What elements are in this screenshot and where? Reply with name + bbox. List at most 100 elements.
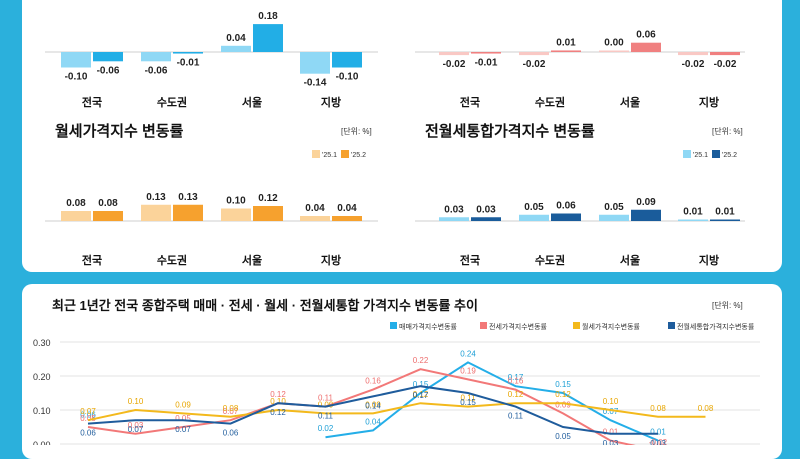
combined-data-label: 0.03 xyxy=(476,204,496,215)
trend-point-label: 0.08 xyxy=(650,404,666,413)
trend-point-label: 0.03 xyxy=(128,421,144,430)
sale-bar-1-1 xyxy=(173,52,203,54)
legend-swatch-wolse xyxy=(573,322,580,329)
sale-bar-3-1 xyxy=(332,52,362,68)
trend-line-series-2 xyxy=(87,402,706,422)
sale-data-label: -0.14 xyxy=(304,78,327,89)
trend-point-label: 0.17 xyxy=(413,391,429,400)
wolse-data-label: 0.04 xyxy=(337,203,357,214)
wolse-legend-prev-swatch xyxy=(312,150,320,158)
sale-bar-3-0 xyxy=(300,52,330,74)
trend-point-label: 0.06 xyxy=(80,429,96,438)
wolse-legend-curr: '25.2 xyxy=(351,152,366,159)
trend-point-label: 0.07 xyxy=(80,407,96,416)
combined-bar-3-1 xyxy=(710,219,740,221)
trend-y-tick: 0.10 xyxy=(33,406,51,416)
jeonse-bar-3-1 xyxy=(710,52,740,56)
wolse-category-label: 전국 xyxy=(82,253,102,267)
combined-category-label: 수도권 xyxy=(535,254,565,267)
sale-bar-1-0 xyxy=(141,52,171,62)
trend-y-tick: 0.20 xyxy=(33,372,51,382)
combined-data-label: 0.01 xyxy=(683,207,703,218)
trend-point-label: 0.11 xyxy=(318,394,334,403)
combined-bar-0-1 xyxy=(471,217,501,221)
jeonse-bar-1-0 xyxy=(519,52,549,56)
wolse-category-label: 서울 xyxy=(242,253,262,267)
wolse-data-label: 0.10 xyxy=(226,196,246,207)
trend-point-label: 0.10 xyxy=(270,397,286,406)
trend-point-label: 0.10 xyxy=(603,397,619,406)
combined-chart-title: 전월세통합가격지수 변동률 xyxy=(425,122,595,140)
sale-bar-2-0 xyxy=(221,45,251,52)
trend-point-label: 0.05 xyxy=(175,414,191,423)
wolse-data-label: 0.04 xyxy=(305,203,325,214)
trend-point-label: 0.09 xyxy=(175,400,191,409)
trend-point-label: 0.24 xyxy=(460,349,476,358)
sale-category-label: 전국 xyxy=(82,95,102,109)
jeonse-data-label: 0.00 xyxy=(604,38,624,49)
wolse-bar-3-1 xyxy=(332,216,362,221)
combined-bar-2-0 xyxy=(599,214,629,221)
jeonse-data-label: 0.06 xyxy=(636,30,656,41)
trend-point-label: -0.02 xyxy=(649,438,668,445)
combined-legend-curr: '25.2 xyxy=(722,152,737,159)
trend-point-label: 0.12 xyxy=(270,390,286,399)
jeonse-category-label: 지방 xyxy=(699,95,719,109)
trend-point-label: 0.06 xyxy=(80,411,96,420)
trend-point-label: 0.06 xyxy=(223,429,239,438)
jeonse-bar-1-1 xyxy=(551,50,581,52)
combined-legend-prev: '25.1 xyxy=(693,152,708,159)
wolse-category-label: 수도권 xyxy=(157,254,187,267)
trend-y-tick: 0.00 xyxy=(33,440,51,445)
trend-point-label: 0.16 xyxy=(365,377,381,386)
jeonse-bar-0-1 xyxy=(471,52,501,54)
wolse-category-label: 지방 xyxy=(321,253,341,267)
trend-point-label: 0.15 xyxy=(413,380,429,389)
wolse-legend-curr-swatch xyxy=(341,150,349,158)
combined-data-label: 0.06 xyxy=(556,201,576,212)
trend-line-series-1 xyxy=(87,368,636,445)
trend-chart-title: 최근 1년간 전국 종합주택 매매 · 전세 · 월세 · 전월세통합 가격지수… xyxy=(52,298,478,313)
trend-point-label: 0.12 xyxy=(270,408,286,417)
trend-point-label: 0.01 xyxy=(603,428,619,437)
trend-y-tick: 0.30 xyxy=(33,338,51,348)
trend-point-label: 0.11 xyxy=(318,412,334,421)
sale-data-label: 0.18 xyxy=(258,11,278,22)
jeonse-bar-0-0 xyxy=(439,52,469,56)
jeonse-data-label: -0.02 xyxy=(523,59,546,70)
trend-point-label: 0.09 xyxy=(555,400,571,409)
trend-point-label: 0.04 xyxy=(365,417,381,426)
sale-bar-2-1 xyxy=(253,24,283,52)
wolse-bar-1-1 xyxy=(173,204,203,221)
trend-point-label: 0.19 xyxy=(460,366,476,375)
trend-point-label: 0.22 xyxy=(413,356,429,365)
combined-legend-prev-swatch xyxy=(683,150,691,158)
trend-point-label: 0.09 xyxy=(318,400,334,409)
sale-bar-0-0 xyxy=(61,52,91,68)
wolse-chart-title: 월세가격지수 변동률 xyxy=(55,122,184,140)
wolse-data-label: 0.08 xyxy=(98,198,118,209)
sale-data-label: 0.04 xyxy=(226,33,246,44)
jeonse-bar-2-0 xyxy=(599,50,629,52)
sale-data-label: -0.06 xyxy=(145,65,168,76)
chart-marks: -0.10 -0.06 전국 -0.06 -0.01 수도권 0.04 0.18 서울 -0.14… xyxy=(33,11,760,445)
jeonse-category-label: 수도권 xyxy=(535,96,565,109)
trend-chart-panel xyxy=(22,284,782,459)
sale-data-label: -0.06 xyxy=(97,65,120,76)
combined-data-label: 0.09 xyxy=(636,197,656,208)
trend-point-label: 0.07 xyxy=(128,425,144,434)
trend-point-label: 0.11 xyxy=(508,412,524,421)
combined-data-label: 0.03 xyxy=(444,204,464,215)
jeonse-bar-3-0 xyxy=(678,52,708,56)
jeonse-category-label: 서울 xyxy=(620,95,640,109)
trend-point-label: 0.16 xyxy=(508,377,524,386)
wolse-data-label: 0.12 xyxy=(258,193,278,204)
jeonse-category-label: 전국 xyxy=(460,95,480,109)
trend-point-label: 0.11 xyxy=(461,394,477,403)
combined-data-label: 0.05 xyxy=(604,202,624,213)
sale-category-label: 수도권 xyxy=(157,96,187,109)
wolse-bar-3-0 xyxy=(300,216,330,221)
combined-legend-curr-swatch xyxy=(712,150,720,158)
trend-point-label: 0.12 xyxy=(555,390,571,399)
combined-category-label: 전국 xyxy=(460,253,480,267)
